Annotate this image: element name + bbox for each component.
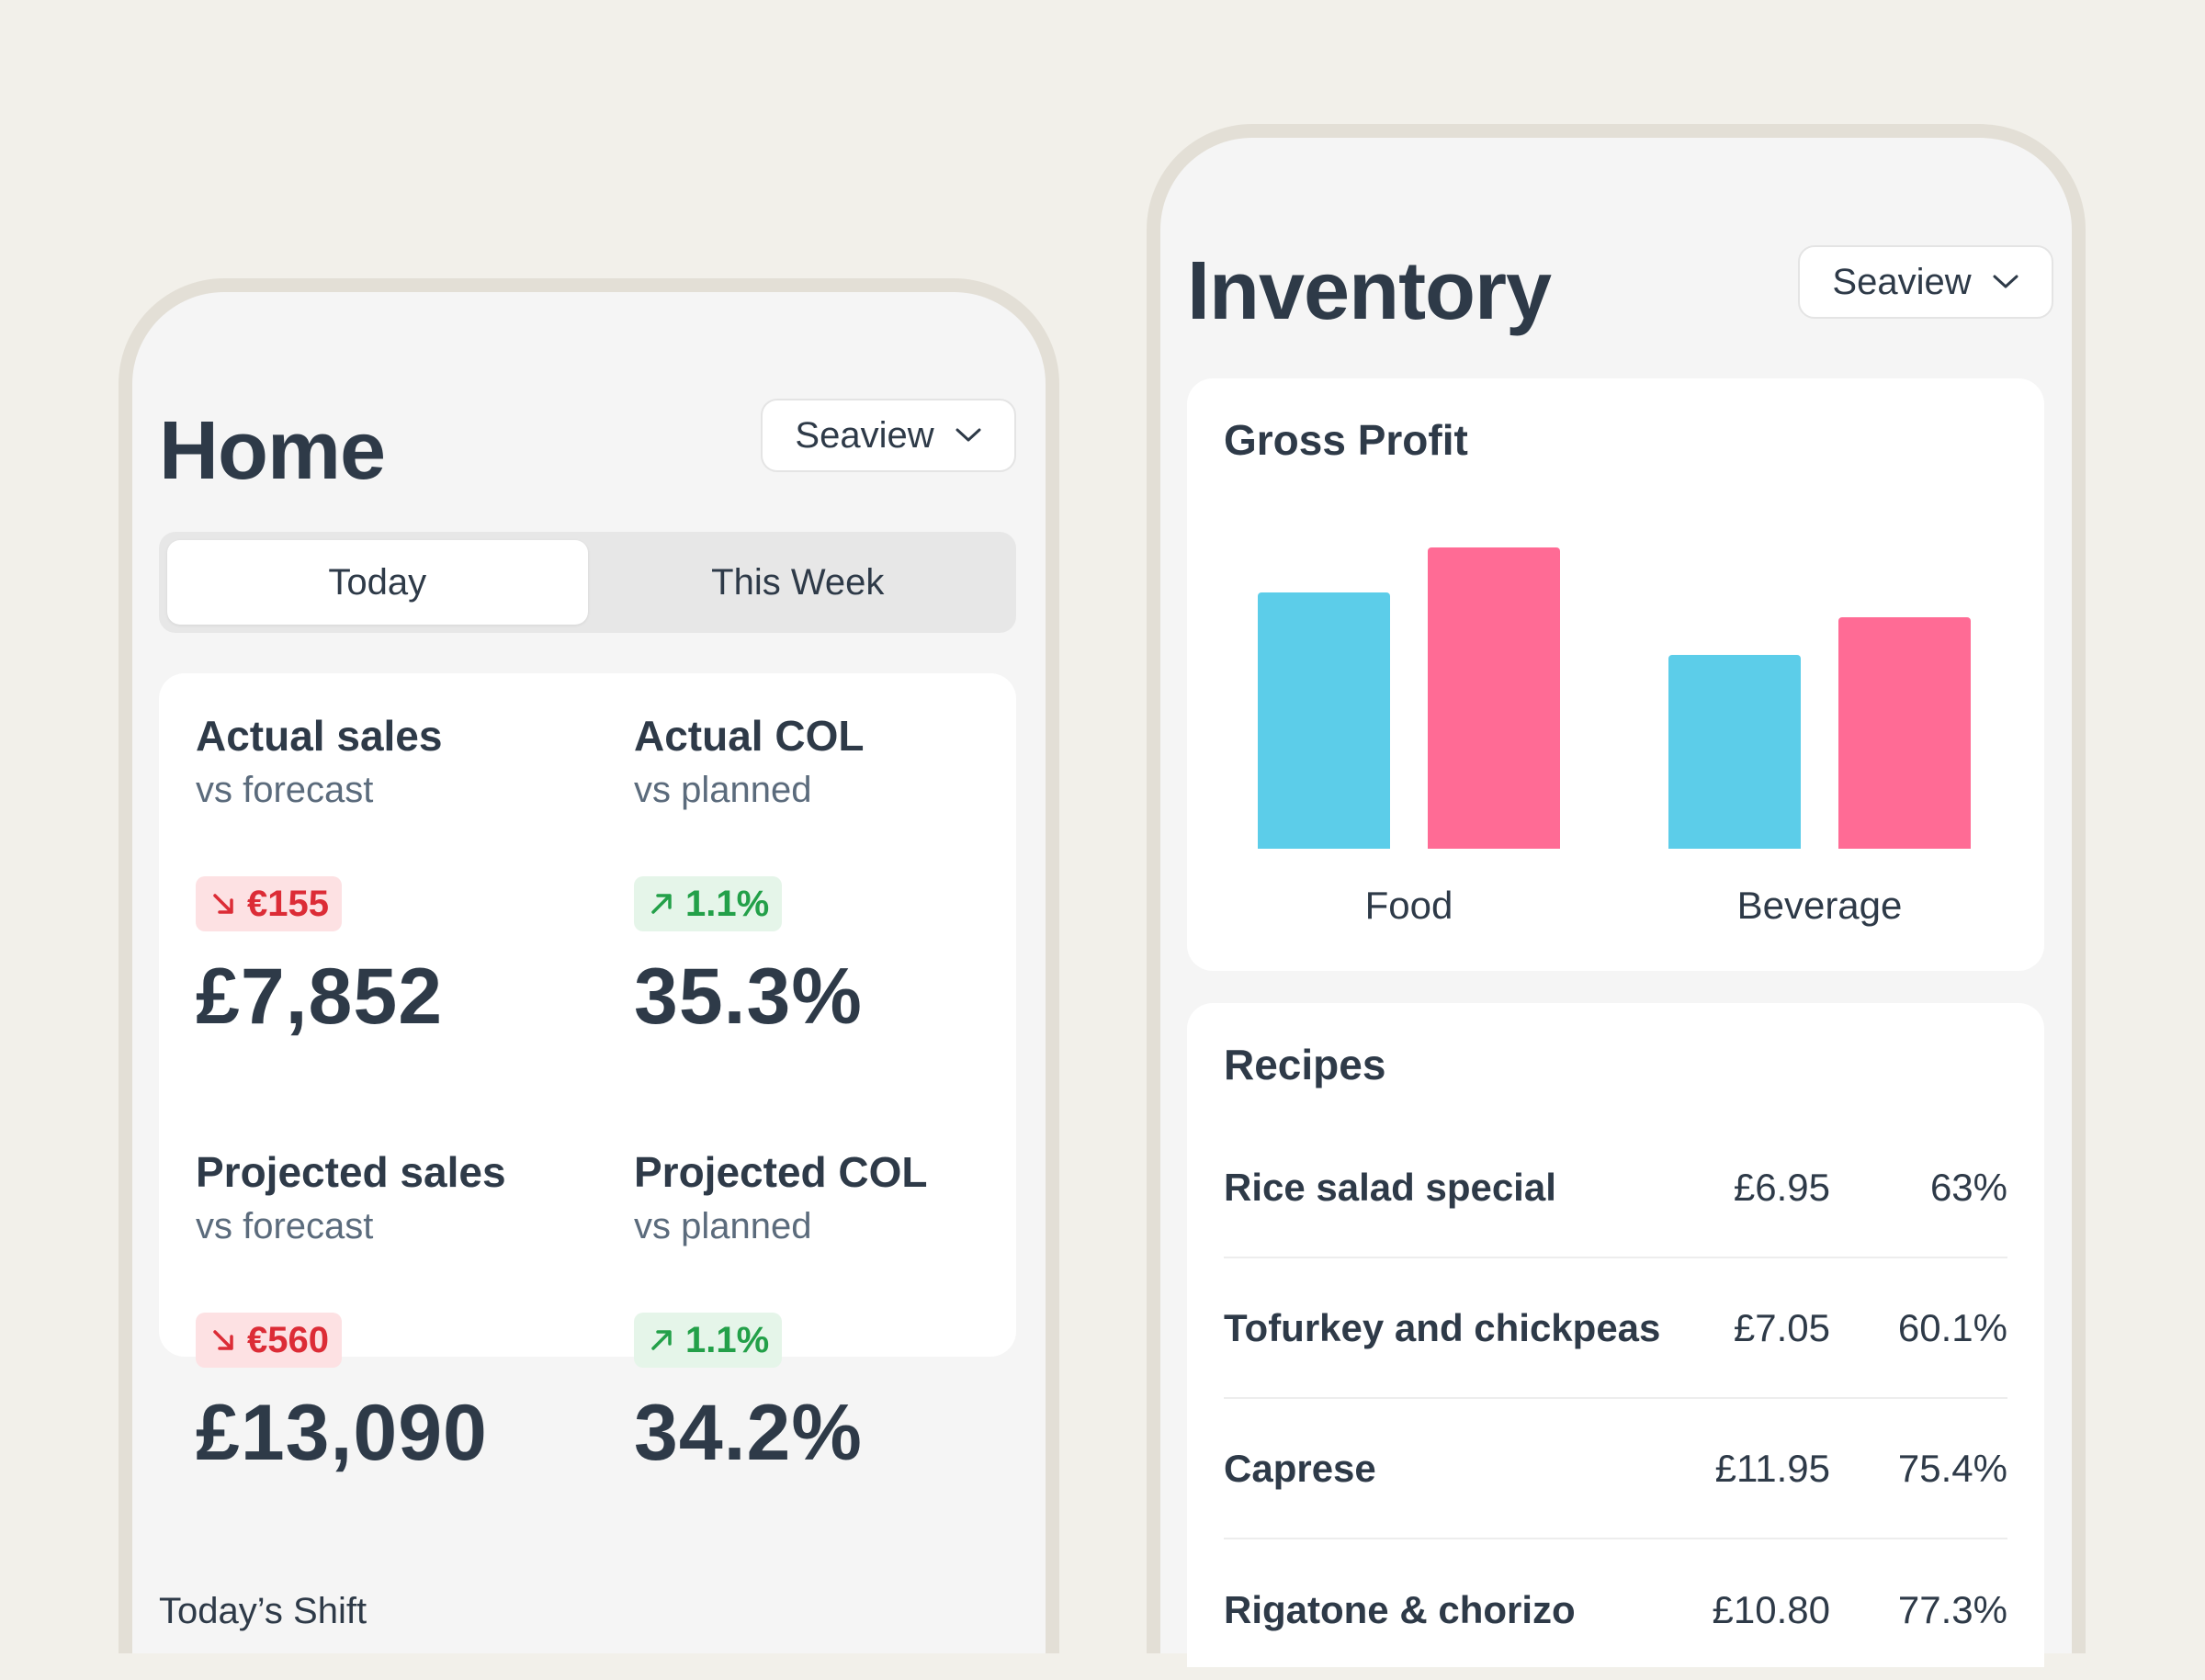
bar-food-series-2[interactable] (1428, 547, 1560, 849)
gross-profit-chart: Food Beverage (1187, 378, 2044, 971)
gross-profit-card: Gross Profit Food Beverage (1187, 378, 2044, 971)
recipes-card: Recipes Rice salad special £6.95 63% Tof… (1187, 1003, 2044, 1667)
metric-subtitle: vs planned (634, 1206, 812, 1246)
metric-value: £7,852 (196, 953, 444, 1041)
metric-actual-sales[interactable]: Actual sales vs forecast €155 £7,852 (196, 712, 591, 1036)
metric-title: Projected COL (634, 1148, 928, 1196)
recipe-name: Caprese (1224, 1446, 1376, 1490)
metric-value: 34.2% (634, 1389, 863, 1477)
recipe-name: Rice salad special (1224, 1165, 1556, 1209)
tab-this-week[interactable]: This Week (711, 561, 885, 603)
arrow-up-right-icon (651, 1330, 672, 1350)
bar-food-series-1[interactable] (1258, 592, 1390, 849)
period-segmented-control: Today This Week (159, 532, 1016, 633)
bar-beverage-series-1[interactable] (1668, 654, 1801, 849)
delta-value: €155 (247, 883, 329, 924)
recipe-percent: 63% (1929, 1165, 2007, 1209)
bar-beverage-series-2[interactable] (1838, 617, 1971, 849)
inventory-screen: Inventory Seaview Gross Profit Food Bever… (1147, 124, 2086, 1667)
recipe-percent: 60.1% (1897, 1305, 2007, 1349)
recipes-title: Recipes (1224, 1041, 1386, 1088)
category-label-food: Food (1364, 884, 1453, 927)
recipe-price: £11.95 (1714, 1446, 1830, 1490)
metric-subtitle: vs planned (634, 770, 812, 810)
location-dropdown[interactable]: Seaview (761, 399, 1016, 472)
location-label: Seaview (795, 414, 934, 456)
delta-badge: €155 (196, 876, 342, 931)
recipe-price: £6.95 (1733, 1165, 1830, 1209)
recipe-row[interactable]: Tofurkey and chickpeas £7.05 60.1% (1224, 1258, 2007, 1399)
metric-title: Actual sales (196, 712, 443, 760)
metrics-card: Actual sales vs forecast €155 £7,852 Act… (159, 673, 1016, 1472)
recipe-price: £7.05 (1733, 1305, 1830, 1349)
metric-subtitle: vs forecast (196, 770, 374, 810)
recipe-row[interactable]: Rice salad special £6.95 63% (1224, 1118, 2007, 1258)
recipe-percent: 77.3% (1897, 1587, 2007, 1631)
page-title: Home (159, 405, 386, 497)
delta-value: 1.1% (685, 883, 770, 924)
recipe-price: £10.80 (1712, 1587, 1830, 1631)
delta-value: 1.1% (685, 1319, 770, 1360)
category-label-beverage: Beverage (1736, 884, 1903, 927)
metric-value: £13,090 (196, 1389, 488, 1477)
recipe-name: Rigatone & chorizo (1224, 1587, 1576, 1631)
recipe-row[interactable]: Rigatone & chorizo £10.80 77.3% (1224, 1539, 2007, 1680)
metric-title: Projected sales (196, 1148, 506, 1196)
recipe-name: Tofurkey and chickpeas (1224, 1305, 1661, 1349)
chevron-down-icon (1993, 275, 2018, 288)
section-title-todays-shift: Today’s Shift (159, 1591, 368, 1631)
metric-projected-col[interactable]: Projected COL vs planned 1.1% 34.2% (634, 1148, 1029, 1472)
delta-badge: 1.1% (634, 876, 783, 931)
chart-title: Gross Profit (1224, 416, 1468, 464)
delta-badge: €560 (196, 1313, 342, 1368)
metric-projected-sales[interactable]: Projected sales vs forecast €560 £13,090 (196, 1148, 591, 1472)
location-label: Seaview (1832, 261, 1972, 302)
arrow-up-right-icon (651, 894, 672, 914)
metric-actual-col[interactable]: Actual COL vs planned 1.1% 35.3% (634, 712, 1029, 1036)
home-screen: Home Seaview Today This Week Actual sale… (119, 278, 1059, 1653)
tab-today[interactable]: Today (167, 540, 588, 625)
metric-value: 35.3% (634, 953, 863, 1041)
delta-badge: 1.1% (634, 1313, 783, 1368)
arrow-down-right-icon (213, 894, 233, 914)
metric-subtitle: vs forecast (196, 1206, 374, 1246)
arrow-down-right-icon (213, 1330, 233, 1350)
delta-value: €560 (247, 1319, 329, 1360)
recipe-row[interactable]: Caprese £11.95 75.4% (1224, 1399, 2007, 1539)
location-dropdown[interactable]: Seaview (1798, 245, 2053, 319)
chevron-down-icon (956, 428, 981, 442)
metric-title: Actual COL (634, 712, 865, 760)
page-title: Inventory (1187, 245, 1552, 337)
recipe-percent: 75.4% (1897, 1446, 2007, 1490)
